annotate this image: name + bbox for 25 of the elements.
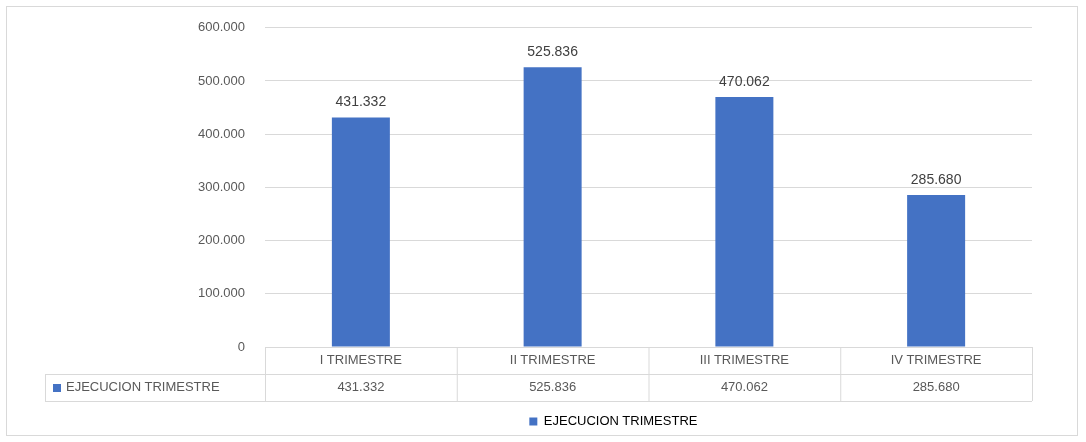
y-tick-label: 400.000 [198,125,245,141]
y-tick-label: 200.000 [198,232,245,248]
data-label: 525.836 [529,379,577,395]
text: 525.836 [527,43,578,60]
bar [523,67,582,347]
data-label: 285.680 [912,379,960,395]
x-tick-label: III TRIMESTRE [699,352,790,368]
text: 285.680 [910,170,962,187]
y-tick-label: 300.000 [198,178,245,194]
text: EJECUCION TRIMESTRE [66,379,220,395]
y-tick-label: 0 [237,338,245,354]
data-label: 431.332 [337,379,385,395]
text: 470.062 [719,72,770,89]
x-tick-label: II TRIMESTRE [509,352,596,368]
y-tick-label: 100.000 [198,285,245,301]
bar [715,96,774,347]
y-tick-label: 600.000 [198,19,245,35]
bar [907,195,966,347]
legend-label: EJECUCION TRIMESTRE [543,413,698,429]
x-tick-label: I TRIMESTRE [319,352,403,368]
bar [331,117,390,347]
y-tick-label: 500.000 [198,72,245,88]
x-tick-label: IV TRIMESTRE [890,352,982,368]
data-label: 470.062 [720,379,768,395]
text: 431.332 [335,93,387,110]
